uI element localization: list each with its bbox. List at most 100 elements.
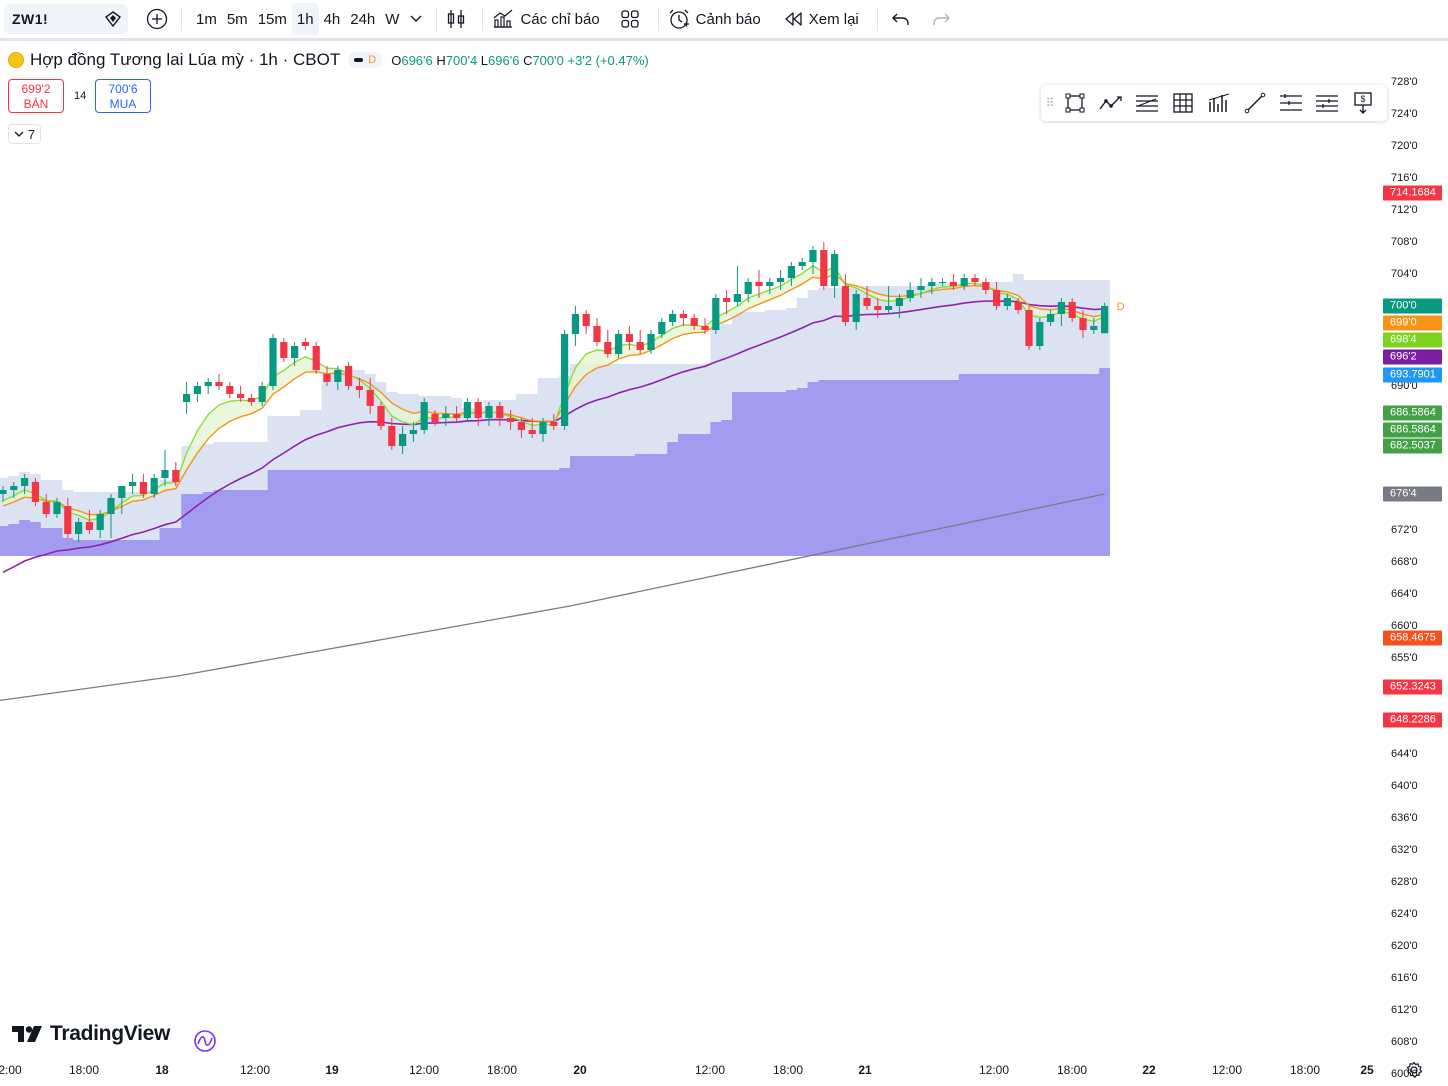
candle-body [561, 334, 569, 426]
candle-body [431, 414, 439, 422]
replay-mode-icon[interactable] [193, 1029, 217, 1058]
candle-body [31, 482, 39, 502]
candle-body [701, 326, 709, 330]
indicators-collapse-button[interactable]: 7 [8, 124, 41, 144]
undo-button[interactable] [891, 4, 911, 34]
candle-body [53, 502, 61, 514]
tradingview-logo[interactable]: TradingView [12, 1022, 170, 1046]
separator [876, 7, 878, 31]
candle-body [323, 374, 331, 382]
fib-extension-icon[interactable] [1309, 88, 1345, 118]
trendline-icon[interactable] [1237, 88, 1273, 118]
templates-button[interactable] [620, 4, 640, 34]
candle-body [906, 290, 914, 298]
candle-body [949, 282, 957, 286]
candle-body [733, 294, 741, 302]
candle-body [809, 250, 817, 262]
price-tick: 690'0 [1391, 380, 1418, 392]
compare-diamond-icon[interactable] [104, 11, 122, 32]
candle-body [42, 502, 50, 514]
price-label: 714.1684 [1383, 185, 1442, 201]
timeframe-dropdown[interactable] [410, 4, 422, 34]
time-tick: 12:00 [408, 1063, 440, 1077]
price-tick: 672'0 [1391, 524, 1418, 536]
candle-body [593, 326, 601, 342]
buy-label: MUA [109, 97, 137, 111]
candle-body [129, 482, 137, 486]
symbol-search[interactable]: ZW1! [4, 4, 128, 34]
timeframe-24h[interactable]: 24h [350, 10, 376, 28]
time-tick: 19 [325, 1063, 339, 1077]
candle-body [820, 250, 828, 286]
price-tick: 664'0 [1391, 588, 1418, 600]
symbol-title[interactable]: Hợp đồng Tương lai Lúa mỳ · 1h · CBOT [30, 50, 341, 69]
time-tick: 18:00 [1056, 1063, 1088, 1077]
chart-type-button[interactable] [446, 4, 466, 34]
timeframe-4h[interactable]: 4h [323, 10, 341, 28]
time-tick: 25 [1360, 1063, 1374, 1077]
price-label: 686.5864 [1383, 405, 1442, 421]
price-tick: 655'0 [1391, 652, 1418, 664]
rectangle-icon[interactable] [1057, 88, 1093, 118]
price-tick: 716'0 [1391, 172, 1418, 184]
candle-body [582, 314, 590, 326]
indicators-button[interactable]: Các chỉ báo [492, 4, 600, 34]
candle-body [388, 426, 396, 446]
alerts-button[interactable]: Cảnh báo [668, 4, 761, 34]
close-value: 700'0 [532, 52, 564, 68]
undo-icon [891, 13, 909, 25]
timeframe-5m[interactable]: 5m [226, 10, 248, 28]
candle-body [474, 402, 482, 418]
data-status-badge[interactable]: D [348, 52, 383, 68]
timeframe-w[interactable]: W [385, 10, 400, 28]
redo-button[interactable] [931, 4, 951, 34]
sell-price: 699'2 [21, 82, 51, 96]
candle-body [550, 422, 558, 426]
grid-icon[interactable] [1165, 88, 1201, 118]
ichimoku-cloud [0, 265, 1110, 556]
market-status-icon[interactable] [8, 52, 24, 68]
buy-button[interactable]: 700'6 MUA [95, 79, 151, 113]
candle-body [485, 406, 493, 418]
time-tick: 18:00 [68, 1063, 100, 1077]
timeframe-1m[interactable]: 1m [196, 10, 217, 28]
candle-body [615, 334, 623, 354]
price-tick: 616'0 [1391, 972, 1418, 984]
candle-body [85, 522, 93, 530]
price-tick: 708'0 [1391, 236, 1418, 248]
high-value: 700'4 [445, 52, 478, 68]
candle-body [528, 430, 536, 434]
parallel-channel-icon[interactable] [1129, 88, 1165, 118]
candle-body [895, 298, 903, 306]
candle-body [463, 402, 471, 418]
price-chart[interactable]: D [0, 40, 1383, 1058]
candle-body [1079, 318, 1087, 330]
path-icon[interactable] [1093, 88, 1129, 118]
candle-body [453, 414, 461, 418]
candle-body [874, 306, 882, 310]
bars-pattern-icon[interactable] [1201, 88, 1237, 118]
candle-body [831, 254, 839, 286]
timeframe-1h[interactable]: 1h [291, 3, 319, 35]
time-tick: 18:00 [1289, 1063, 1321, 1077]
candle-body [226, 386, 234, 394]
sell-button[interactable]: 699'2 BÁN [8, 79, 64, 113]
chevron-down-icon [410, 15, 422, 22]
fib-retracement-icon[interactable] [1273, 88, 1309, 118]
plus-circle-icon [146, 8, 168, 30]
price-tick: 720'0 [1391, 140, 1418, 152]
replay-button[interactable]: Xem lại [783, 4, 859, 34]
drag-handle-icon[interactable]: ⠿ [1045, 96, 1055, 110]
price-label: 676'4 [1383, 486, 1442, 502]
price-range-icon[interactable]: $ [1345, 88, 1381, 118]
candle-body [744, 282, 752, 294]
candle-body [161, 470, 169, 478]
timeframe-15m[interactable]: 15m [257, 10, 287, 28]
price-label: 696'2 [1383, 349, 1442, 365]
time-tick: 18 [155, 1063, 169, 1077]
chart-settings-gear-icon[interactable] [1405, 1061, 1423, 1084]
buy-price: 700'6 [108, 82, 138, 96]
brand-name: TradingView [50, 1022, 171, 1045]
candle-body [571, 314, 579, 334]
add-symbol-button[interactable] [146, 4, 168, 34]
